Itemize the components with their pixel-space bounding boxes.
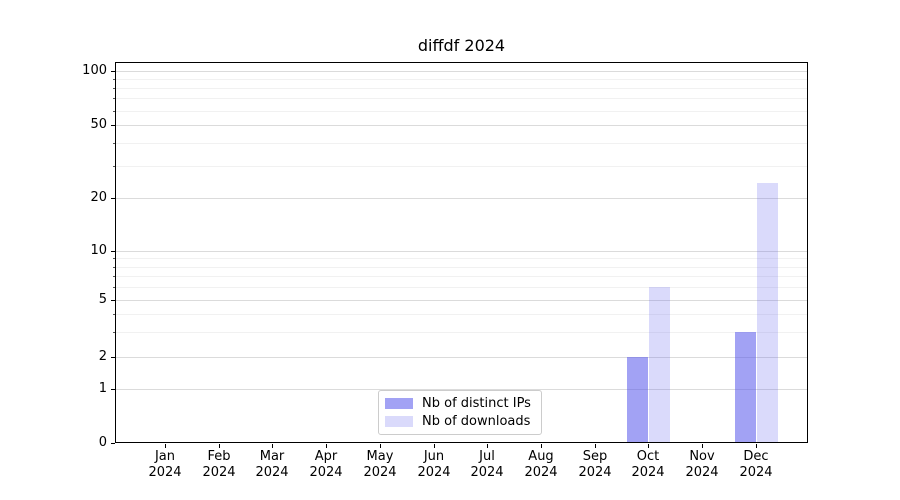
gridline-minor-9 [116, 258, 807, 259]
legend-swatch-distinct-ips [385, 398, 413, 409]
gridline-minor-8 [116, 267, 807, 268]
y-tick-label-0: 0 [98, 435, 107, 450]
x-tick-label-jan: Jan 2024 [148, 449, 182, 480]
y-tick-label-20: 20 [90, 190, 107, 205]
chart-title: diffdf 2024 [417, 36, 506, 55]
gridline-minor-4 [116, 314, 807, 315]
x-tick-label-jun: Jun 2024 [417, 449, 451, 480]
gridline-major-20 [116, 198, 807, 199]
x-tick-oct [648, 444, 649, 448]
y-minor-tick-3 [113, 332, 115, 333]
x-tick-feb [219, 444, 220, 448]
x-tick-mar [272, 444, 273, 448]
bar-oct-nb-of-downloads [649, 287, 671, 443]
gridline-minor-80 [116, 88, 807, 89]
bar-oct-nb-of-distinct-ips [627, 356, 649, 443]
y-minor-tick-60 [113, 111, 115, 112]
x-tick-label-sep: Sep 2024 [578, 449, 612, 480]
gridline-minor-30 [116, 166, 807, 167]
y-minor-tick-4 [113, 314, 115, 315]
gridline-major-100 [116, 71, 807, 72]
legend: Nb of distinct IPs Nb of downloads [378, 390, 542, 435]
x-tick-label-oct: Oct 2024 [631, 449, 665, 480]
y-minor-tick-80 [113, 88, 115, 89]
gridline-major-50 [116, 125, 807, 126]
x-tick-label-may: May 2024 [363, 449, 397, 480]
y-minor-tick-9 [113, 258, 115, 259]
x-tick-label-feb: Feb 2024 [202, 449, 236, 480]
bar-dec-nb-of-distinct-ips [734, 331, 756, 443]
x-tick-label-mar: Mar 2024 [255, 449, 289, 480]
x-tick-apr [326, 444, 327, 448]
gridline-minor-60 [116, 111, 807, 112]
gridline-major-1 [116, 389, 807, 390]
y-minor-tick-30 [113, 166, 115, 167]
x-tick-dec [756, 444, 757, 448]
x-tick-may [380, 444, 381, 448]
legend-label-downloads: Nb of downloads [422, 413, 531, 429]
gridline-minor-6 [116, 287, 807, 288]
y-tick-100 [111, 71, 115, 72]
x-tick-label-apr: Apr 2024 [309, 449, 343, 480]
y-tick-1 [111, 389, 115, 390]
bar-dec-nb-of-downloads [756, 183, 778, 443]
y-tick-label-2: 2 [98, 349, 107, 364]
y-tick-label-50: 50 [90, 117, 107, 132]
legend-row-downloads: Nb of downloads [385, 413, 533, 429]
gridline-major-2 [116, 357, 807, 358]
y-tick-label-10: 10 [90, 243, 107, 258]
y-minor-tick-6 [113, 287, 115, 288]
y-tick-2 [111, 357, 115, 358]
y-tick-5 [111, 300, 115, 301]
x-tick-label-jul: Jul 2024 [470, 449, 504, 480]
gridline-minor-3 [116, 332, 807, 333]
y-minor-tick-8 [113, 267, 115, 268]
x-tick-jan [165, 444, 166, 448]
y-tick-50 [111, 125, 115, 126]
y-tick-20 [111, 198, 115, 199]
gridline-minor-90 [116, 79, 807, 80]
gridline-major-10 [116, 251, 807, 252]
legend-label-distinct-ips: Nb of distinct IPs [422, 395, 531, 411]
x-tick-label-dec: Dec 2024 [739, 449, 773, 480]
gridline-major-5 [116, 300, 807, 301]
x-tick-label-nov: Nov 2024 [685, 449, 719, 480]
y-minor-tick-90 [113, 79, 115, 80]
gridline-minor-7 [116, 276, 807, 277]
y-minor-tick-40 [113, 143, 115, 144]
legend-swatch-downloads [385, 416, 413, 427]
y-tick-label-100: 100 [82, 63, 107, 78]
y-tick-0 [111, 443, 115, 444]
x-tick-label-aug: Aug 2024 [524, 449, 558, 480]
y-tick-label-1: 1 [98, 381, 107, 396]
x-tick-nov [702, 444, 703, 448]
y-minor-tick-70 [113, 98, 115, 99]
x-tick-aug [541, 444, 542, 448]
y-minor-tick-7 [113, 276, 115, 277]
x-tick-sep [595, 444, 596, 448]
gridline-minor-70 [116, 98, 807, 99]
y-tick-label-5: 5 [98, 292, 107, 307]
legend-row-distinct-ips: Nb of distinct IPs [385, 395, 533, 411]
plot-border [115, 62, 808, 443]
y-tick-10 [111, 251, 115, 252]
x-tick-jul [487, 444, 488, 448]
x-tick-jun [434, 444, 435, 448]
gridline-minor-40 [116, 143, 807, 144]
